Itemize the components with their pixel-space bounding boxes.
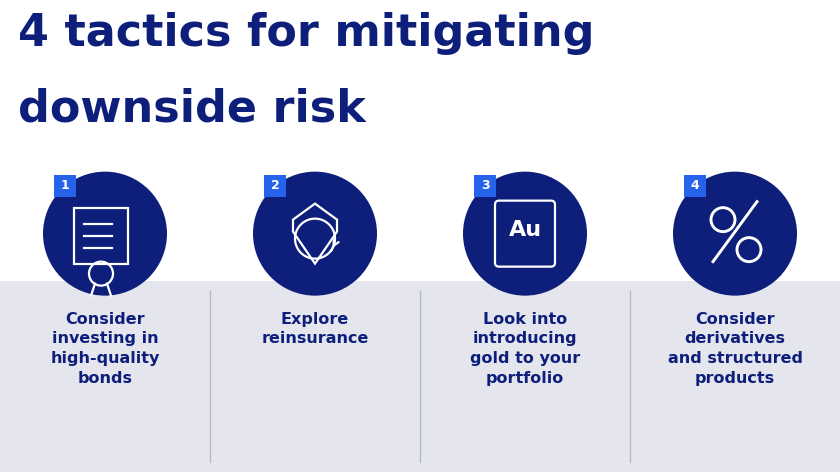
Text: Consider
derivatives
and structured
products: Consider derivatives and structured prod… [668,312,802,386]
FancyBboxPatch shape [684,175,706,197]
Circle shape [253,172,377,295]
FancyBboxPatch shape [54,175,76,197]
FancyBboxPatch shape [0,281,840,472]
Circle shape [673,172,797,295]
Text: 2: 2 [270,179,280,192]
FancyBboxPatch shape [264,175,286,197]
Text: Look into
introducing
gold to your
portfolio: Look into introducing gold to your portf… [470,312,580,386]
Circle shape [463,172,587,295]
Text: Explore
reinsurance: Explore reinsurance [261,312,369,346]
Text: 1: 1 [60,179,70,192]
Text: 4: 4 [690,179,700,192]
Text: 4 tactics for mitigating: 4 tactics for mitigating [18,12,595,55]
Text: Au: Au [508,219,542,240]
Circle shape [43,172,167,295]
Text: 3: 3 [480,179,490,192]
Text: Consider
investing in
high-quality
bonds: Consider investing in high-quality bonds [50,312,160,386]
Text: downside risk: downside risk [18,88,366,131]
FancyBboxPatch shape [474,175,496,197]
